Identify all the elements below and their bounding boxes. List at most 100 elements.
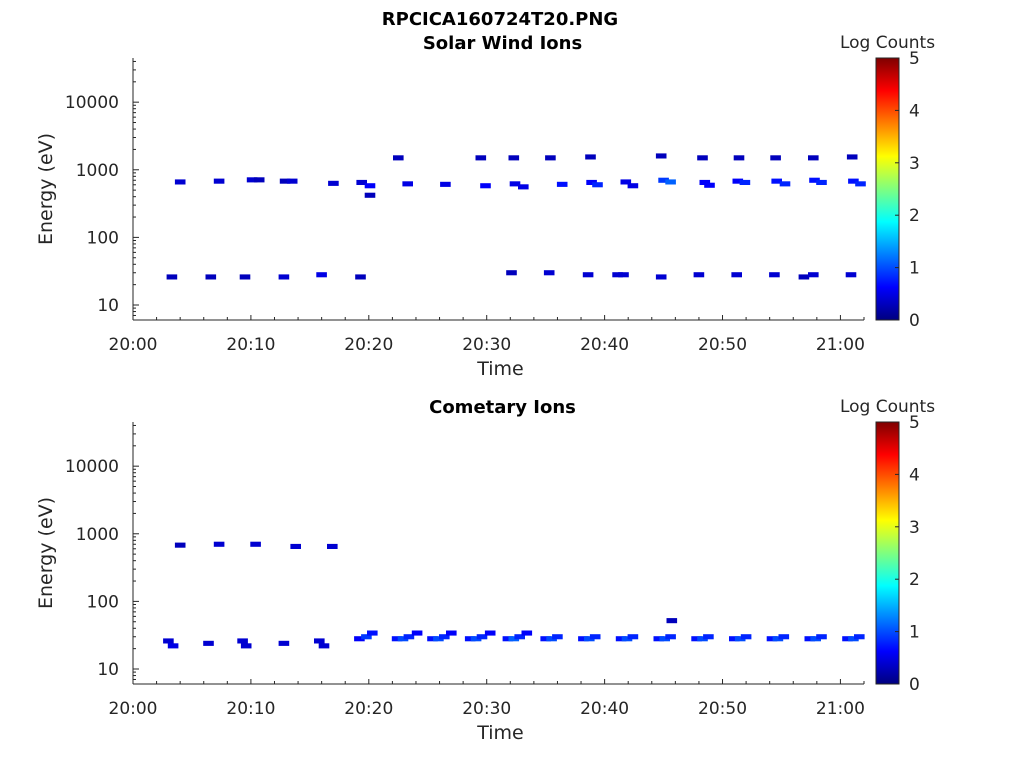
heatmap-cell	[592, 182, 603, 188]
y-tick-label: 10000	[65, 93, 119, 113]
y-tick-label: 10000	[65, 457, 119, 477]
y-axis-label: Energy (eV)	[35, 497, 57, 609]
colorbar-tick-label: 3	[909, 518, 920, 538]
colorbar-tick-label: 0	[909, 675, 920, 695]
heatmap-cell	[584, 636, 595, 642]
heatmap-cell	[411, 630, 423, 636]
heatmap-cell	[585, 154, 596, 160]
heatmap-cell	[733, 155, 745, 161]
heatmap-cell	[658, 177, 669, 183]
heatmap-cell	[545, 155, 556, 161]
heatmap-cell	[612, 272, 623, 278]
heatmap-cell	[213, 178, 225, 184]
heatmap-cell	[552, 634, 563, 640]
heatmap-cell	[620, 179, 632, 185]
heatmap-cell	[203, 640, 214, 646]
heatmap-cell	[427, 636, 438, 642]
x-axis-label: Time	[476, 358, 524, 380]
heatmap-cell	[770, 155, 781, 161]
heatmap-cell	[540, 636, 551, 642]
heatmap-cell	[543, 270, 555, 276]
panel-title: Cometary Ions	[429, 397, 576, 418]
heatmap-cell	[174, 542, 186, 548]
heatmap-cell	[484, 630, 496, 636]
heatmap-cell	[464, 636, 476, 642]
heatmap-cell	[808, 272, 819, 278]
colorbar-tick-label: 2	[909, 570, 920, 590]
heatmap-cell	[354, 636, 365, 642]
x-tick-label: 20:50	[698, 335, 747, 355]
heatmap-cell	[808, 155, 819, 161]
x-axis-label: Time	[476, 722, 524, 744]
heatmap-cell	[446, 630, 457, 636]
heatmap-cell	[842, 636, 853, 642]
heatmap-cell	[278, 640, 290, 646]
heatmap-cell	[809, 177, 820, 183]
y-tick-label: 10	[97, 296, 119, 316]
heatmap-cell	[582, 272, 594, 278]
heatmap-cell	[779, 181, 791, 187]
heatmap-cell	[659, 636, 670, 642]
heatmap-cell	[845, 272, 857, 278]
heatmap-cell	[778, 634, 790, 640]
heatmap-cell	[627, 183, 639, 189]
colorbar-label: Log Counts	[840, 33, 935, 53]
heatmap-cell	[771, 178, 782, 184]
x-tick-label: 21:00	[816, 699, 865, 719]
y-tick-label: 10	[97, 660, 119, 680]
heatmap-cell	[621, 636, 633, 642]
x-tick-label: 20:20	[344, 699, 393, 719]
heatmap-cell	[508, 155, 520, 161]
heatmap-cell	[213, 541, 225, 547]
heatmap-cell	[361, 634, 372, 640]
heatmap-cell	[397, 636, 409, 642]
heatmap-cell	[521, 630, 533, 636]
heatmap-cell	[556, 181, 568, 187]
y-tick-label: 1000	[76, 525, 119, 545]
y-tick-label: 100	[87, 592, 119, 612]
heatmap-cell	[653, 636, 665, 642]
colorbar-tick-label: 5	[909, 49, 920, 69]
colorbar-tick-label: 1	[909, 259, 920, 279]
heatmap-cell	[798, 274, 810, 280]
heatmap-cell	[246, 177, 258, 183]
heatmap-cell	[475, 155, 487, 161]
heatmap-cell	[391, 636, 403, 642]
heatmap-cell	[729, 636, 740, 642]
heatmap-cell	[355, 274, 366, 280]
heatmap-cell	[855, 181, 866, 187]
heatmap-cell	[166, 274, 178, 280]
panel-solar-wind-ions: 20:00 20:10 20:20 20:30 20:40 20:50 21:0010100…	[35, 33, 935, 380]
heatmap-cell	[804, 636, 816, 642]
x-tick-label: 20:40	[580, 699, 629, 719]
colorbar	[875, 421, 900, 685]
heatmap-cell	[665, 634, 676, 640]
heatmap-cell	[666, 618, 678, 624]
heatmap-cell	[253, 177, 265, 183]
panel-cometary-ions: 20:00 20:10 20:20 20:30 20:40 20:50 21:0010100…	[35, 397, 935, 744]
heatmap-cell	[816, 634, 827, 640]
heatmap-cell	[732, 178, 744, 184]
heatmap-cell	[167, 643, 179, 649]
heatmap-cell	[627, 634, 639, 640]
heatmap-cell	[546, 636, 557, 642]
heatmap-cell	[691, 636, 702, 642]
heatmap-cell	[476, 634, 488, 640]
heatmap-cell	[769, 272, 780, 278]
y-tick-label: 1000	[76, 161, 119, 181]
heatmap-cell	[848, 636, 859, 642]
y-axis-label: Energy (eV)	[35, 133, 57, 245]
heatmap-cell	[615, 636, 627, 642]
heatmap-cell	[240, 643, 252, 649]
heatmap-cell	[286, 178, 298, 184]
heatmap-cell	[327, 543, 338, 549]
heatmap-cell	[439, 634, 450, 640]
heatmap-cell	[854, 634, 865, 640]
heatmap-cell	[766, 636, 778, 642]
heatmap-cell	[518, 184, 529, 190]
x-tick-label: 20:10	[226, 335, 275, 355]
heatmap-cell	[699, 179, 711, 185]
x-tick-label: 20:10	[226, 699, 275, 719]
heatmap-cell	[278, 274, 290, 280]
x-tick-label: 20:20	[344, 335, 393, 355]
